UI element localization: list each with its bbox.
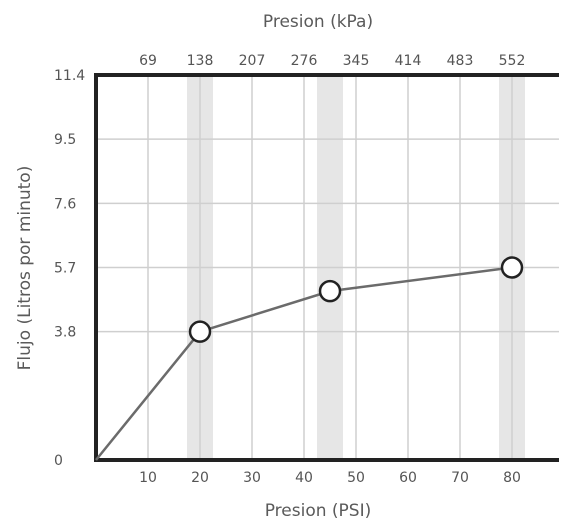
x2-tick-label: 345 bbox=[343, 53, 370, 69]
y-tick-label: 11.4 bbox=[54, 68, 85, 84]
x2-tick-label: 207 bbox=[239, 53, 266, 69]
y-tick-label: 5.7 bbox=[54, 261, 76, 277]
x2-tick-label: 483 bbox=[447, 53, 474, 69]
x-tick-label: 10 bbox=[139, 470, 157, 486]
data-point bbox=[500, 256, 524, 279]
series-layer bbox=[95, 256, 524, 461]
x2-tick-label: 69 bbox=[139, 53, 157, 69]
data-point bbox=[318, 279, 342, 303]
x-tick-label: 20 bbox=[191, 470, 209, 486]
y-tick-label: 3.8 bbox=[54, 325, 76, 341]
y-tick-label: 9.5 bbox=[54, 132, 76, 148]
y-tick-label: 7.6 bbox=[54, 196, 76, 212]
x-axis-title: Presion (PSI) bbox=[265, 501, 372, 521]
tick-labels: 10 20 30 40 50 60 70 80 69 138 207 276 345 414 483 552 0… bbox=[54, 53, 525, 486]
x-tick-label: 60 bbox=[399, 470, 417, 486]
x2-tick-label: 414 bbox=[395, 53, 422, 69]
x-tick-label: 50 bbox=[347, 470, 365, 486]
x-tick-label: 40 bbox=[295, 470, 313, 486]
y-tick-label: 0 bbox=[54, 453, 63, 469]
x-tick-label: 80 bbox=[503, 470, 521, 486]
x-tick-label: 30 bbox=[243, 470, 261, 486]
series-line bbox=[95, 266, 513, 461]
x2-tick-label: 138 bbox=[187, 53, 214, 69]
data-point bbox=[188, 320, 212, 343]
x2-tick-label: 552 bbox=[499, 53, 526, 69]
y-axis-title: Flujo (Litros por minuto) bbox=[15, 166, 35, 371]
x2-tick-label: 276 bbox=[291, 53, 318, 69]
axes bbox=[94, 73, 559, 462]
x2-axis-title: Presion (kPa) bbox=[263, 12, 373, 32]
x-tick-label: 70 bbox=[451, 470, 469, 486]
